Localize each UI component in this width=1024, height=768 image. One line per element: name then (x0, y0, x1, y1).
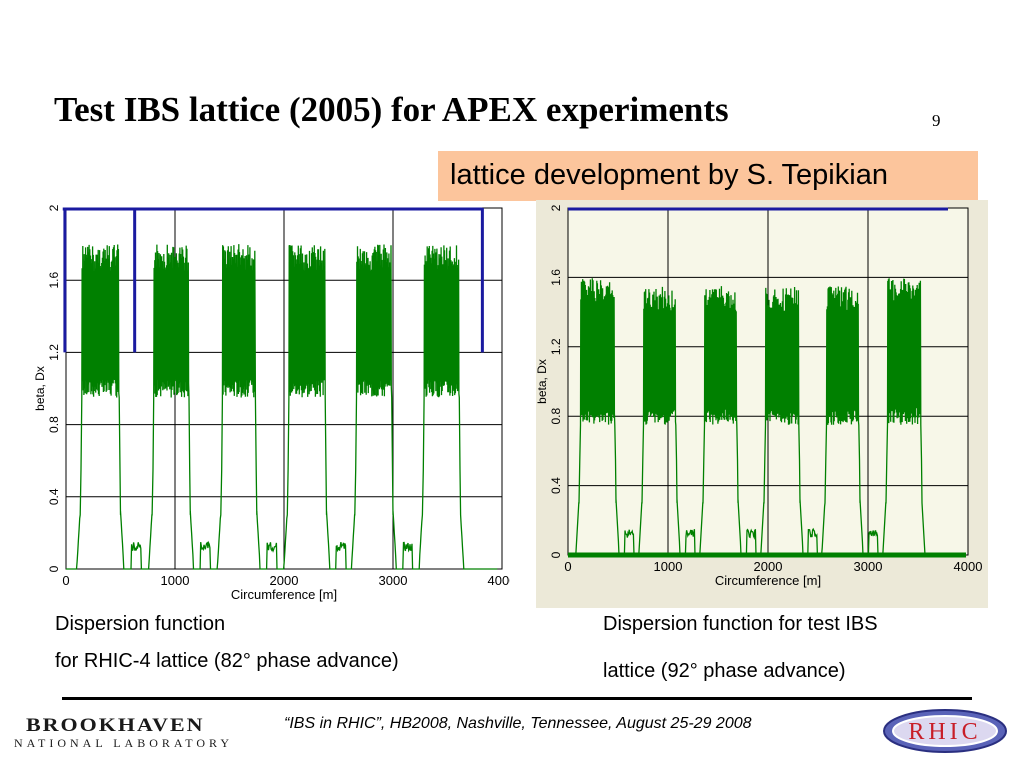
left-chart-dispersion-line (66, 244, 498, 570)
dispersion-chart-test-ibs-svg: 0 1000 2000 3000 4000 0 0.4 0.8 1.2 1.6 2 Circumfer… (536, 204, 983, 588)
left-chart-y-axis-label: beta, Dx (33, 366, 47, 411)
footer-divider (62, 697, 972, 700)
footer-citation: “IBS in RHIC”, HB2008, Nashville, Tennes… (284, 715, 752, 732)
left-chart-ytick-label: 0 (47, 565, 61, 572)
right-chart-y-axis-label: beta, Dx (536, 359, 549, 404)
left-chart-ytick-label: 1.2 (47, 344, 61, 361)
brookhaven-logo: BROOKHAVEN NATIONAL LABORATORY (12, 712, 272, 752)
page-number: 9 (932, 111, 941, 130)
rhic-logo-text: RHIC (908, 719, 981, 745)
left-chart-ytick-label: 2 (47, 204, 61, 211)
right-chart-xtick-label: 1000 (654, 559, 683, 574)
brookhaven-logo-subtitle: NATIONAL LABORATORY (14, 736, 234, 750)
right-chart-ytick-label: 2 (549, 204, 563, 211)
caption-left-line1: Dispersion function (55, 613, 226, 635)
right-chart-x-axis-label: Circumference [m] (715, 573, 821, 588)
right-chart-xtick-label: 3000 (854, 559, 883, 574)
rhic-logo-svg: RHIC (883, 709, 1007, 753)
left-chart-xtick-label: 4000 (488, 573, 510, 588)
left-chart-xtick-label: 0 (62, 573, 69, 588)
rhic-logo: RHIC (880, 706, 1010, 756)
right-chart-ytick-label: 0.4 (549, 477, 563, 494)
caption-left-line2: for RHIC-4 lattice (82° phase advance) (55, 650, 399, 672)
left-chart-ytick-label: 1.6 (47, 272, 61, 289)
dispersion-chart-rhic4-svg: 0 1000 2000 3000 4000 0 0.4 0.8 1.2 1.6 2 Circumfer… (33, 204, 510, 602)
left-chart-ytick-label: 0.4 (47, 488, 61, 505)
dispersion-chart-test-ibs: 0 1000 2000 3000 4000 0 0.4 0.8 1.2 1.6 2 Circumfer… (536, 200, 988, 608)
right-chart-xtick-label: 0 (564, 559, 571, 574)
right-chart-ytick-label: 1.6 (549, 269, 563, 286)
left-chart-xtick-label: 3000 (379, 573, 408, 588)
left-chart-x-axis-label: Circumference [m] (231, 587, 337, 602)
caption-right-line1: Dispersion function for test IBS (603, 613, 878, 635)
right-chart-xtick-label: 4000 (954, 559, 983, 574)
brookhaven-logo-name: BROOKHAVEN (26, 714, 205, 736)
left-chart-xtick-label: 1000 (161, 573, 190, 588)
left-chart-xtick-label: 2000 (270, 573, 299, 588)
right-chart-ytick-label: 1.2 (549, 338, 563, 355)
credit-banner: lattice development by S. Tepikian (438, 151, 978, 201)
right-chart-ytick-label: 0 (549, 551, 563, 558)
right-chart-xtick-label: 2000 (754, 559, 783, 574)
caption-right-line2: lattice (92° phase advance) (603, 660, 846, 682)
left-chart-ytick-label: 0.8 (47, 416, 61, 433)
right-chart-ytick-label: 0.8 (549, 408, 563, 425)
right-chart-dispersion-line (568, 278, 964, 556)
dispersion-chart-rhic4: 0 1000 2000 3000 4000 0 0.4 0.8 1.2 1.6 2 Circumfer… (30, 200, 510, 610)
slide-title: Test IBS lattice (2005) for APEX experim… (54, 90, 729, 129)
